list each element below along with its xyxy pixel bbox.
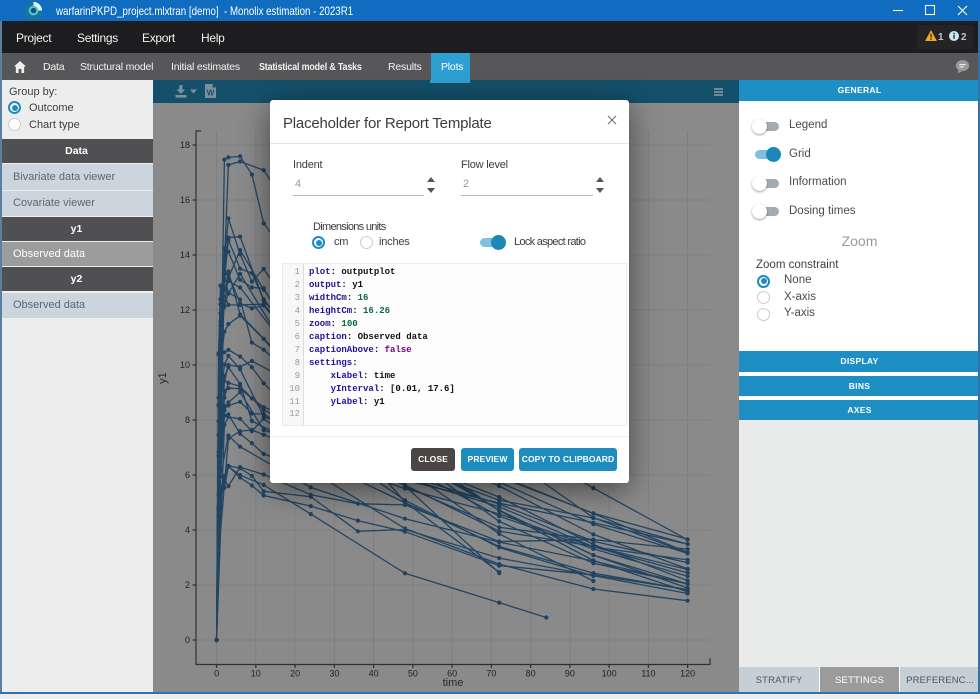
svg-text:0: 0 <box>185 635 190 645</box>
svg-text:70: 70 <box>486 669 496 679</box>
svg-text:y1: y1 <box>157 372 169 384</box>
svg-text:20: 20 <box>290 669 300 679</box>
svg-text:16: 16 <box>180 195 190 205</box>
svg-text:0: 0 <box>214 669 219 679</box>
svg-text:2: 2 <box>185 580 190 590</box>
svg-text:8: 8 <box>185 415 190 425</box>
svg-text:100: 100 <box>602 669 617 679</box>
svg-text:60: 60 <box>447 669 457 679</box>
svg-text:W: W <box>207 89 215 98</box>
svg-text:18: 18 <box>180 140 190 150</box>
svg-text:30: 30 <box>329 669 339 679</box>
svg-text:10: 10 <box>251 669 261 679</box>
svg-text:120: 120 <box>680 669 695 679</box>
svg-text:time: time <box>443 677 464 689</box>
svg-text:40: 40 <box>369 669 379 679</box>
svg-text:90: 90 <box>565 669 575 679</box>
svg-text:80: 80 <box>526 669 536 679</box>
svg-text:12: 12 <box>180 305 190 315</box>
svg-text:6: 6 <box>185 470 190 480</box>
svg-text:14: 14 <box>180 250 190 260</box>
svg-text:10: 10 <box>180 360 190 370</box>
svg-text:50: 50 <box>408 669 418 679</box>
svg-text:4: 4 <box>185 525 190 535</box>
svg-text:110: 110 <box>641 669 655 679</box>
